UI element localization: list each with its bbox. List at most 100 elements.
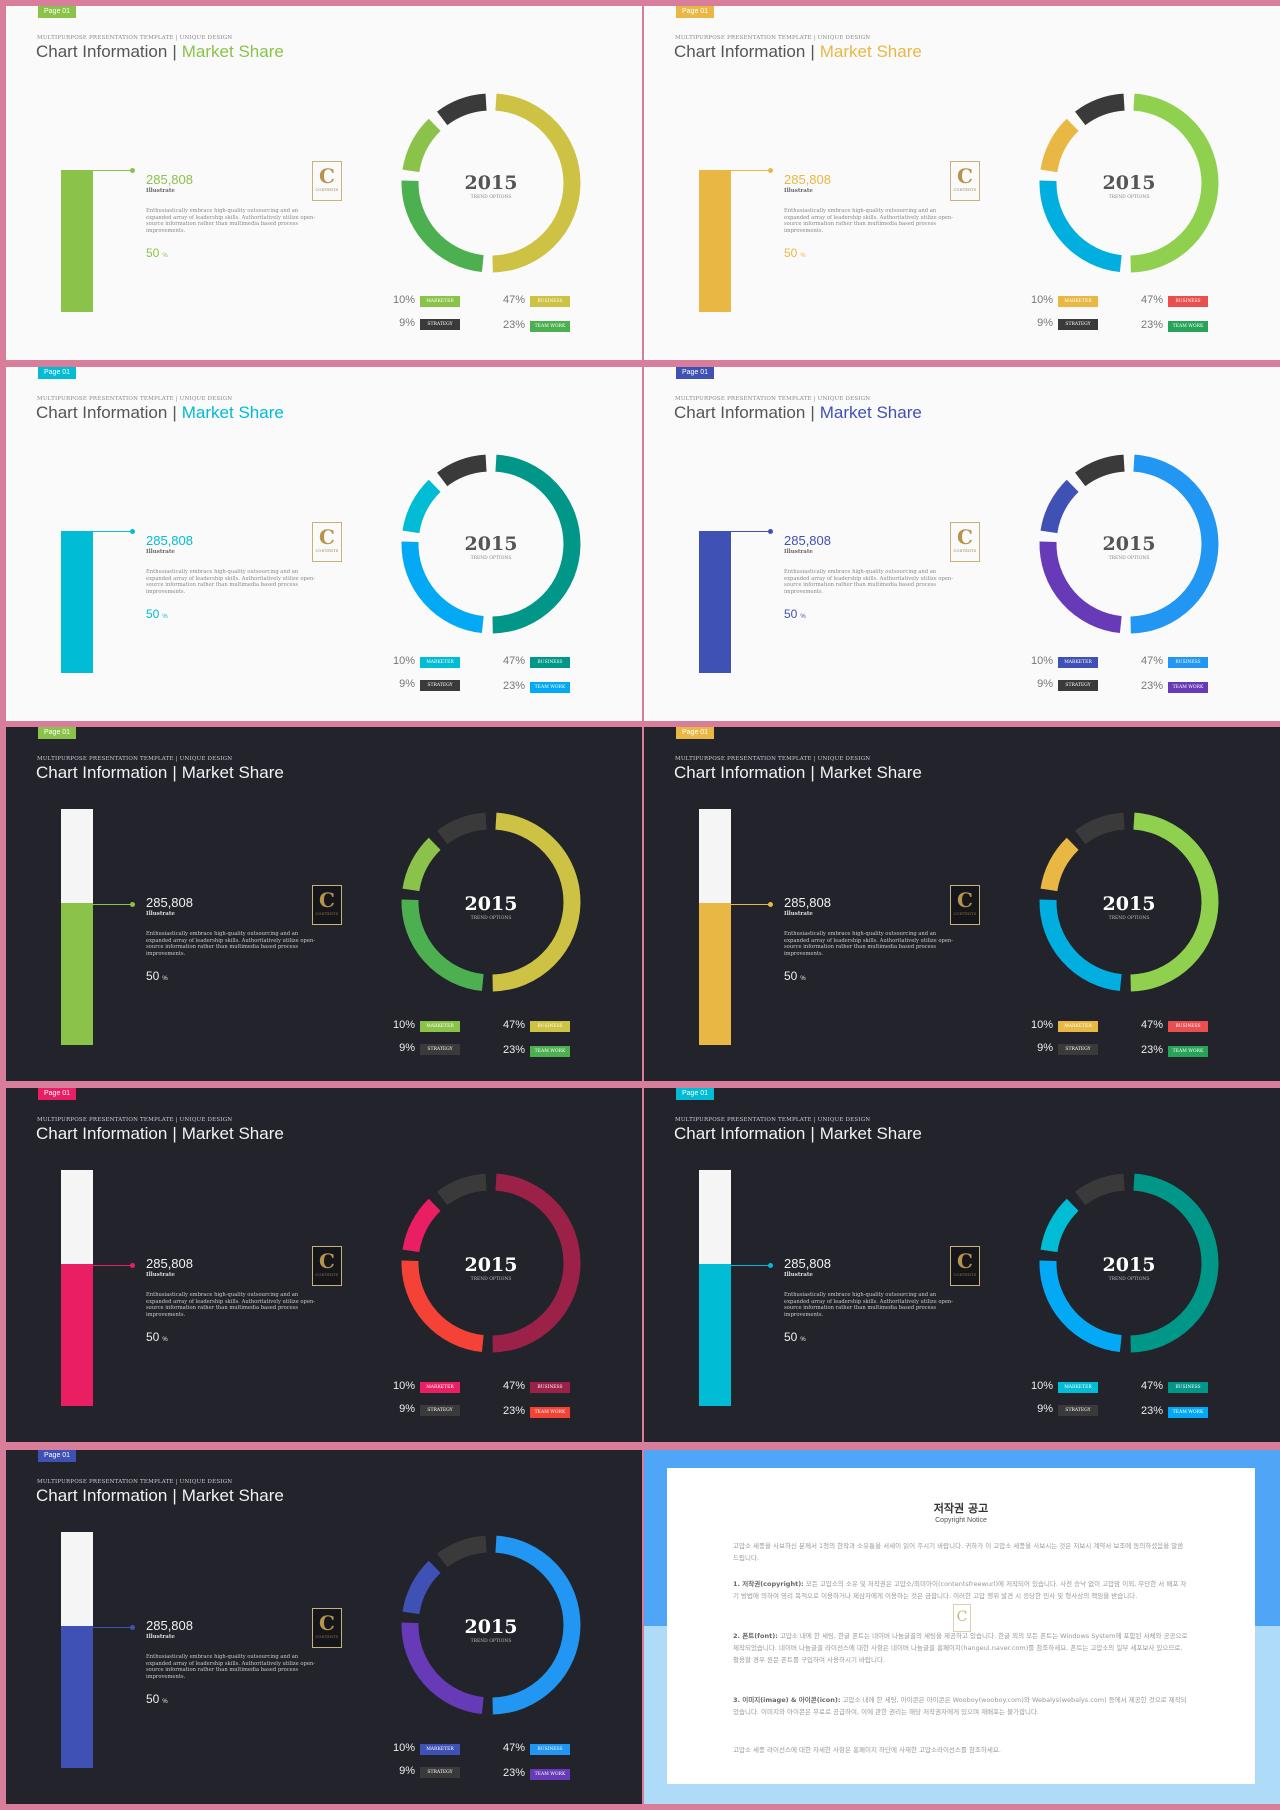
donut-segment-marketer bbox=[1040, 479, 1079, 534]
percent-unit: % bbox=[162, 614, 168, 620]
legend-item: 23% TEAM WORK bbox=[491, 1767, 571, 1781]
donut-segment-strategy bbox=[437, 1173, 487, 1206]
legend-item: 10% MARKETER bbox=[1019, 294, 1099, 308]
legend-badge: STRATEGY bbox=[1058, 319, 1098, 330]
donut-chart bbox=[401, 454, 581, 634]
legend-percent: 23% bbox=[1140, 319, 1163, 331]
legend-badge: MARKETER bbox=[1058, 657, 1098, 668]
chart-legend: 10% MARKETER 9% STRATEGY 47% BUSINESS 23% TEAM … bbox=[1019, 292, 1219, 338]
contents-logo: C CONTENTS bbox=[312, 1246, 342, 1286]
stat-description: Enthusiastically embrace high-quality ou… bbox=[784, 931, 953, 957]
template-kicker: MULTIPURPOSE PRESENTATION TEMPLATE | UNI… bbox=[675, 35, 871, 41]
legend-percent: 23% bbox=[1140, 1405, 1163, 1417]
legend-percent: 10% bbox=[1030, 1019, 1053, 1031]
legend-item: 10% MARKETER bbox=[381, 294, 461, 308]
logo-letter: C bbox=[319, 888, 335, 912]
notice-item-text: 고맙소 내에 한 세팅, 한글 폰트는 네이버 나눔글꼴의 세팅을 제공하고 있… bbox=[733, 1632, 1188, 1664]
chart-legend: 10% MARKETER 9% STRATEGY 47% BUSINESS 23% TEAM … bbox=[381, 1378, 581, 1424]
title-separator: | bbox=[810, 42, 815, 61]
logo-text: CONTENTS bbox=[315, 549, 339, 553]
progress-bar-fill bbox=[699, 1264, 731, 1406]
legend-item: 47% BUSINESS bbox=[491, 655, 571, 669]
legend-percent: 23% bbox=[502, 680, 525, 692]
legend-badge: TEAM WORK bbox=[530, 1769, 570, 1780]
donut-segment-strategy bbox=[437, 454, 487, 487]
progress-bar bbox=[61, 1532, 93, 1768]
donut-chart bbox=[401, 1173, 581, 1353]
leader-line bbox=[93, 1263, 135, 1268]
notice-item-head: 3. 이미지(image) & 아이콘(icon): bbox=[733, 1696, 841, 1704]
stat-description: Enthusiastically embrace high-quality ou… bbox=[146, 569, 315, 595]
legend-item: 47% BUSINESS bbox=[1129, 1019, 1209, 1033]
stat-percent: 50% bbox=[146, 1330, 168, 1344]
leader-dot bbox=[768, 529, 773, 534]
legend-percent: 10% bbox=[392, 1742, 415, 1754]
legend-percent: 23% bbox=[1140, 1044, 1163, 1056]
logo-letter: C bbox=[319, 525, 335, 549]
donut-trend-label: TREND OPTIONS bbox=[470, 556, 512, 561]
legend-percent: 9% bbox=[399, 1042, 415, 1054]
donut-segment-marketer bbox=[402, 479, 441, 534]
legend-item: 9% STRATEGY bbox=[381, 1042, 461, 1056]
legend-percent: 47% bbox=[502, 294, 525, 306]
template-kicker: MULTIPURPOSE PRESENTATION TEMPLATE | UNI… bbox=[37, 1117, 233, 1123]
percent-value: 50 bbox=[146, 246, 160, 260]
legend-badge: MARKETER bbox=[420, 1021, 460, 1032]
logo-text: CONTENTS bbox=[315, 1273, 339, 1277]
legend-item: 47% BUSINESS bbox=[491, 1019, 571, 1033]
legend-item: 10% MARKETER bbox=[1019, 655, 1099, 669]
stat-value: 285,808 bbox=[146, 1618, 193, 1633]
donut-segment-team-work bbox=[401, 541, 484, 634]
legend-item: 9% STRATEGY bbox=[1019, 1042, 1099, 1056]
page-tag: Page 01 bbox=[676, 367, 715, 379]
legend-item: 10% MARKETER bbox=[1019, 1019, 1099, 1033]
donut-trend-label: TREND OPTIONS bbox=[470, 1639, 512, 1644]
legend-percent: 47% bbox=[502, 1019, 525, 1031]
title-accent: Market Share bbox=[181, 763, 284, 782]
legend-percent: 10% bbox=[392, 1380, 415, 1392]
donut-segment-marketer bbox=[402, 118, 441, 173]
legend-badge: STRATEGY bbox=[420, 680, 460, 691]
progress-bar bbox=[61, 170, 93, 312]
legend-badge: TEAM WORK bbox=[530, 1407, 570, 1418]
legend-badge: STRATEGY bbox=[420, 1767, 460, 1778]
stat-label: Illustrate bbox=[146, 1272, 175, 1278]
donut-year: 2015 bbox=[464, 1616, 518, 1638]
chart-slide: Page 01 MULTIPURPOSE PRESENTATION TEMPLAT… bbox=[644, 367, 1280, 721]
donut-chart bbox=[401, 93, 581, 273]
contents-logo: C CONTENTS bbox=[312, 885, 342, 925]
legend-badge: MARKETER bbox=[420, 296, 460, 307]
progress-bar-fill bbox=[61, 1626, 93, 1768]
donut-segment-business bbox=[492, 93, 581, 273]
chart-legend: 10% MARKETER 9% STRATEGY 47% BUSINESS 23% TEAM … bbox=[381, 653, 581, 699]
legend-percent: 9% bbox=[399, 317, 415, 329]
donut-segment-marketer bbox=[1040, 1198, 1079, 1253]
donut-segment-team-work bbox=[1039, 180, 1122, 273]
title-main: Chart Information bbox=[36, 42, 168, 61]
legend-percent: 9% bbox=[399, 1765, 415, 1777]
notice-intro: 고맙소 세풍을 사보하신 분께서 1청의 한작과 소유통을 서세이 읽어 주시기… bbox=[733, 1542, 1184, 1562]
contents-logo: C CONTENTS bbox=[950, 522, 980, 562]
donut-segment-team-work bbox=[401, 899, 484, 992]
donut-trend-label: TREND OPTIONS bbox=[1108, 556, 1150, 561]
donut-chart bbox=[401, 1535, 581, 1715]
stat-value: 285,808 bbox=[146, 895, 193, 910]
stat-value: 285,808 bbox=[784, 1256, 831, 1271]
progress-bar bbox=[699, 170, 731, 312]
title-main: Chart Information bbox=[36, 403, 168, 422]
progress-bar-fill bbox=[61, 1264, 93, 1406]
leader-line bbox=[731, 168, 773, 173]
percent-value: 50 bbox=[784, 607, 798, 621]
chart-legend: 10% MARKETER 9% STRATEGY 47% BUSINESS 23% TEAM … bbox=[1019, 1378, 1219, 1424]
legend-percent: 10% bbox=[392, 655, 415, 667]
legend-percent: 10% bbox=[1030, 655, 1053, 667]
legend-item: 9% STRATEGY bbox=[1019, 1403, 1099, 1417]
chart-legend: 10% MARKETER 9% STRATEGY 47% BUSINESS 23% TEAM … bbox=[1019, 1017, 1219, 1063]
leader-dot bbox=[130, 902, 135, 907]
donut-year: 2015 bbox=[464, 1254, 518, 1276]
donut-segment-team-work bbox=[1039, 899, 1122, 992]
progress-bar bbox=[699, 809, 731, 1045]
legend-badge: TEAM WORK bbox=[530, 682, 570, 693]
stat-label: Illustrate bbox=[146, 188, 175, 194]
percent-value: 50 bbox=[146, 1330, 160, 1344]
